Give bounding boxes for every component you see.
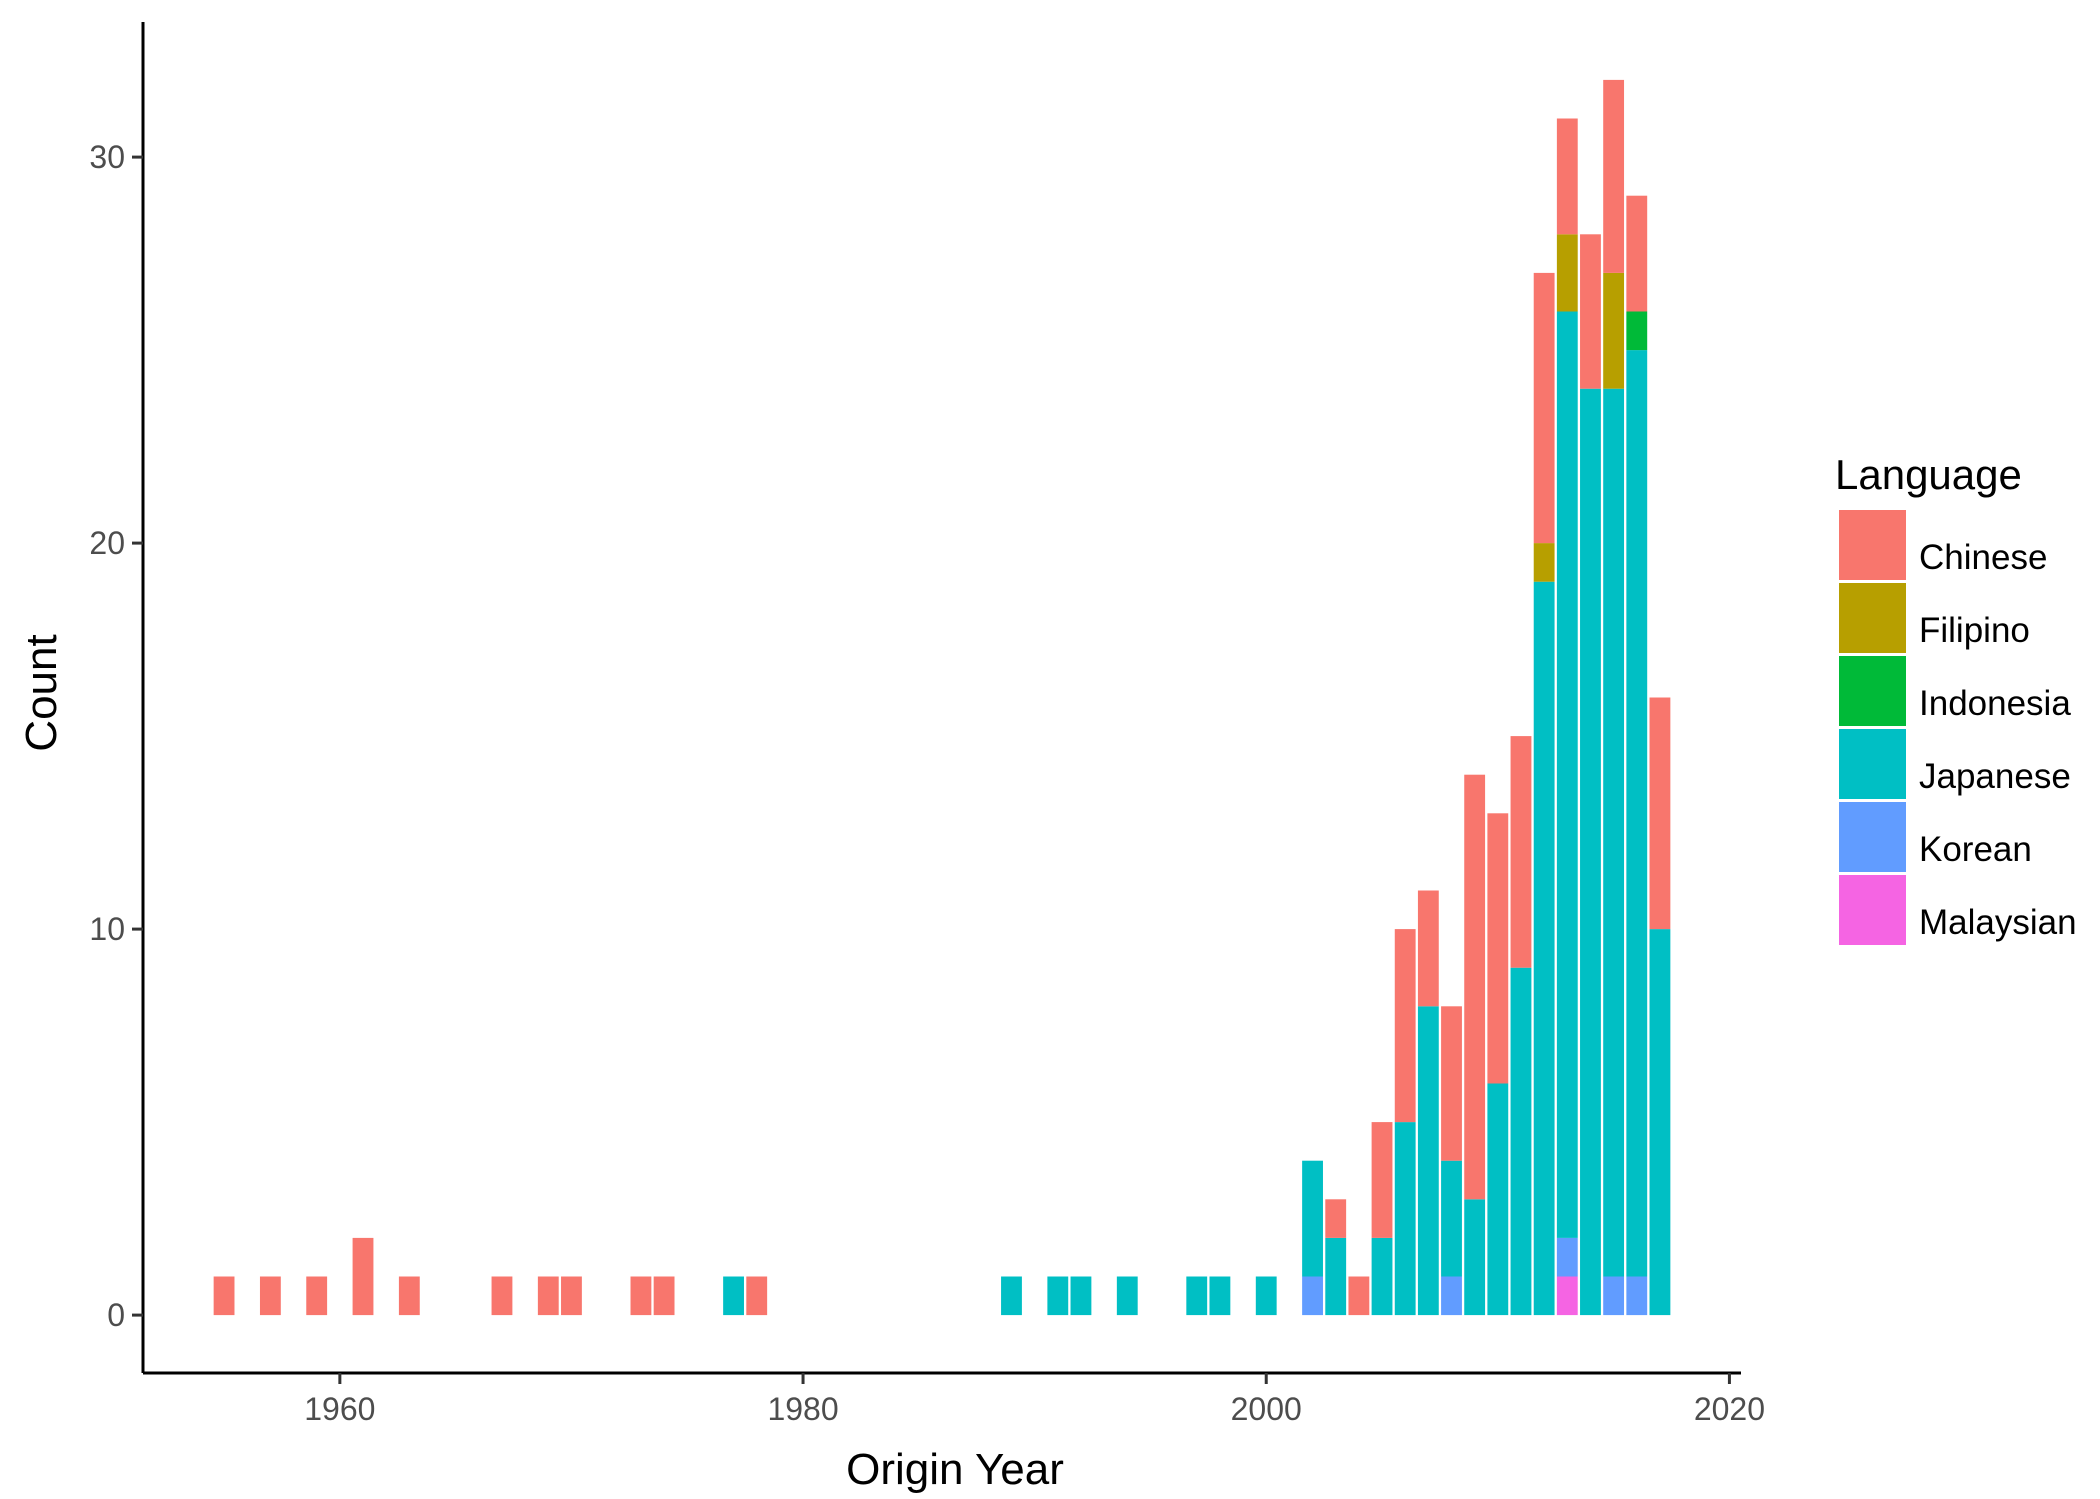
bar-segment-2015-japanese [1603, 388, 1625, 1277]
bar-segment-2008-japanese [1441, 1160, 1462, 1277]
bar-segment-2012-japanese [1533, 581, 1555, 1316]
bar-segment-2016-indonesia [1626, 311, 1648, 351]
legend-key-malaysian [1839, 875, 1906, 945]
bar-segment-2002-korean [1302, 1276, 1323, 1316]
bar-segment-2013-chinese [1556, 118, 1578, 235]
bar-segment-2003-japanese [1325, 1237, 1347, 1316]
bar-segment-1955-chinese [213, 1276, 235, 1316]
bar-segment-2012-filipino [1533, 543, 1555, 582]
bar-segment-2016-japanese [1626, 350, 1648, 1277]
x-tick-label-2000: 2000 [1231, 1391, 1302, 1427]
x-axis-title: Origin Year [846, 1445, 1064, 1494]
bar-segment-2011-japanese [1510, 967, 1532, 1316]
bar-segment-1961-chinese [352, 1237, 374, 1316]
bar-segment-2007-japanese [1417, 1006, 1439, 1316]
legend-items: Chinese Filipino Indonesia Japanese Korean Ma… [1839, 510, 2077, 945]
bar-segment-1994-japanese [1116, 1276, 1138, 1316]
legend-key-indonesia [1839, 656, 1906, 726]
bar-segment-1963-chinese [398, 1276, 420, 1316]
bar-segment-1974-chinese [653, 1276, 675, 1316]
bar-segment-2014-chinese [1580, 234, 1601, 389]
bar-segment-2013-japanese [1556, 311, 1578, 1238]
bar-segment-1957-chinese [259, 1276, 281, 1316]
bar-segment-2005-japanese [1371, 1237, 1393, 1316]
bar-segment-2005-chinese [1371, 1122, 1393, 1238]
bar-segment-2013-malaysian [1556, 1276, 1578, 1316]
bar-segment-2015-chinese [1603, 79, 1625, 273]
bar-segment-1978-chinese [746, 1276, 768, 1316]
bar-segment-2013-filipino [1556, 234, 1578, 312]
bar-segment-1973-chinese [630, 1276, 652, 1316]
bar-segment-2009-japanese [1464, 1199, 1486, 1316]
bar-segment-2007-chinese [1417, 890, 1439, 1007]
bar-segment-2011-chinese [1510, 736, 1532, 968]
x-tick-label-1980: 1980 [767, 1391, 838, 1427]
x-tick-label-2020: 2020 [1694, 1391, 1765, 1427]
bar-segment-2017-chinese [1649, 697, 1671, 930]
bar-segment-2012-chinese [1533, 272, 1555, 544]
legend-key-filipino [1839, 583, 1906, 653]
y-ticks-layer: 0 10 20 30 [89, 139, 143, 1333]
x-tick-label-1960: 1960 [304, 1391, 375, 1427]
legend-key-japanese [1839, 729, 1906, 799]
bar-segment-2008-korean [1441, 1276, 1462, 1316]
legend-label-malaysian: Malaysian [1919, 903, 2077, 942]
bar-segment-1991-japanese [1047, 1276, 1069, 1316]
bar-segment-2016-chinese [1626, 195, 1648, 312]
y-tick-label-20: 20 [89, 525, 125, 561]
legend-label-indonesia: Indonesia [1919, 684, 2071, 723]
bar-segment-1997-japanese [1186, 1276, 1208, 1316]
y-tick-label-0: 0 [107, 1297, 125, 1333]
y-axis-title: Count [17, 634, 66, 751]
legend-key-korean [1839, 802, 1906, 872]
bar-segment-2010-japanese [1487, 1083, 1509, 1316]
bar-segment-2000-japanese [1255, 1276, 1277, 1316]
bar-segment-2010-chinese [1487, 813, 1509, 1084]
bar-segment-1959-chinese [306, 1276, 328, 1316]
legend-key-chinese [1839, 510, 1906, 580]
bar-segment-1967-chinese [491, 1276, 513, 1316]
bar-segment-2006-chinese [1394, 929, 1416, 1123]
bar-segment-2015-korean [1603, 1276, 1625, 1316]
legend-label-chinese: Chinese [1919, 538, 2047, 577]
bar-segment-2013-korean [1556, 1237, 1578, 1277]
bar-segment-2016-korean [1626, 1276, 1648, 1316]
bars-layer [213, 79, 1671, 1316]
bar-segment-1998-japanese [1209, 1276, 1231, 1316]
legend-label-filipino: Filipino [1919, 611, 2030, 650]
x-ticks-layer: 1960 1980 2000 2020 [304, 1373, 1765, 1427]
y-tick-label-30: 30 [89, 139, 125, 175]
bar-segment-1969-chinese [537, 1276, 559, 1316]
y-tick-label-10: 10 [89, 911, 125, 947]
bar-segment-1992-japanese [1070, 1276, 1092, 1316]
legend: Language Chinese Filipino Indonesia Japanes… [1835, 451, 2077, 945]
bar-segment-2009-chinese [1464, 774, 1486, 1200]
bar-segment-2006-japanese [1394, 1122, 1416, 1316]
legend-title: Language [1835, 451, 2022, 498]
legend-label-japanese: Japanese [1919, 757, 2071, 796]
legend-label-korean: Korean [1919, 830, 2032, 869]
bar-segment-2008-chinese [1441, 1006, 1462, 1161]
bar-segment-1989-japanese [1001, 1276, 1022, 1316]
bar-segment-1970-chinese [561, 1276, 582, 1316]
bar-segment-2002-japanese [1302, 1160, 1323, 1277]
bar-segment-2004-chinese [1348, 1276, 1370, 1316]
bar-segment-2014-japanese [1580, 388, 1601, 1316]
bar-segment-2015-filipino [1603, 272, 1625, 389]
bar-segment-1977-japanese [723, 1276, 744, 1316]
bar-segment-2017-japanese [1649, 929, 1671, 1316]
bar-segment-2003-chinese [1325, 1199, 1347, 1238]
